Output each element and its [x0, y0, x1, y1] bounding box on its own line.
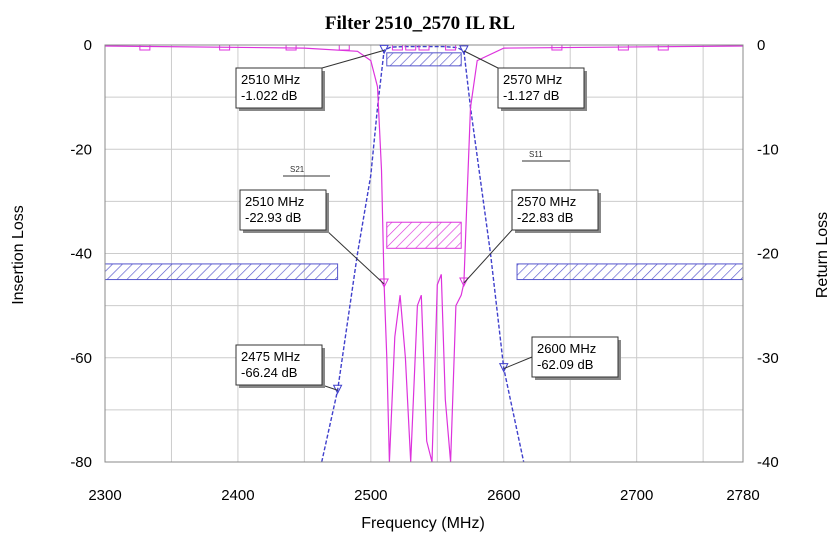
chart-title: Filter 2510_2570 IL RL — [325, 13, 515, 34]
callout-label: -1.022 dB — [241, 88, 297, 103]
x-tick-label: 2600 — [487, 487, 520, 504]
callout-leader — [325, 229, 385, 285]
callout-box — [235, 344, 323, 386]
y-right-tick-label: -30 — [757, 350, 779, 367]
x-axis-label: Frequency (MHz) — [361, 515, 485, 532]
marker-2570 — [459, 45, 469, 55]
y-right-tick-label: -10 — [757, 141, 779, 158]
plot-frame — [104, 44, 744, 463]
series-name-s11: S11 — [529, 150, 543, 159]
y-left-tick-label: 0 — [84, 37, 92, 54]
callout-box — [531, 336, 619, 378]
reference-tick — [405, 44, 417, 51]
x-tick-label: 2700 — [620, 487, 653, 504]
callout-label: -22.93 dB — [245, 210, 301, 225]
y-right-tick-label: 0 — [757, 37, 765, 54]
callout-label: -22.83 dB — [517, 210, 573, 225]
series-name-s21: S21 — [290, 165, 305, 174]
y-left-tick-label: -60 — [70, 350, 92, 367]
spec-mask-4 — [386, 221, 462, 249]
plot-border — [104, 44, 744, 463]
markers — [332, 44, 509, 395]
callout-label: 2570 MHz — [503, 72, 562, 87]
callout-leader — [463, 50, 499, 69]
spec-masks — [104, 52, 744, 281]
x-tick-label: 2400 — [221, 487, 254, 504]
reference-tick — [657, 44, 669, 51]
y-left-tick-label: -20 — [70, 141, 92, 158]
spec-mask-2 — [516, 263, 744, 281]
callout-box — [239, 189, 327, 231]
y-left-tick-label: -80 — [70, 454, 92, 471]
callout-box — [511, 189, 599, 231]
callout-label: -62.09 dB — [537, 357, 593, 372]
reference-tick — [139, 44, 151, 51]
callout-box — [235, 67, 323, 109]
spec-mask-1 — [104, 263, 339, 281]
callout-leader — [321, 49, 385, 69]
marker-2510 — [379, 44, 389, 55]
callout-label: 2510 MHz — [245, 194, 304, 209]
callout-label: 2475 MHz — [241, 349, 300, 364]
grid — [104, 44, 743, 463]
callout-leader — [463, 229, 513, 284]
reference-tick — [418, 44, 430, 51]
callout-box — [497, 67, 585, 109]
y-left-tick-label: -40 — [70, 246, 92, 263]
x-tick-label: 2780 — [726, 487, 759, 504]
callout-label: 2600 MHz — [537, 341, 596, 356]
series-lines: S21 S11 — [104, 44, 744, 463]
series-line-s21 — [321, 45, 525, 463]
callout-label: -1.127 dB — [503, 88, 559, 103]
y-axis-label-left: Insertion Loss — [10, 205, 27, 305]
marker-2570 — [459, 277, 469, 288]
callout-label: -66.24 dB — [241, 365, 297, 380]
callout-label: 2570 MHz — [517, 194, 576, 209]
x-tick-label: 2500 — [354, 487, 387, 504]
spec-mask-3 — [386, 52, 462, 67]
reference-tick — [338, 44, 350, 51]
marker-2510 — [379, 278, 389, 289]
callout-label: 2510 MHz — [241, 72, 300, 87]
y-right-tick-label: -40 — [757, 454, 779, 471]
y-right-tick-label: -20 — [757, 246, 779, 263]
x-tick-label: 2300 — [88, 487, 121, 504]
tick-labels: 2300 2400 2500 2600 2700 2780 0 -20 -40 -60 -80 0 -1… — [70, 37, 778, 504]
series-line-s11 — [104, 45, 744, 463]
y-axis-label-right: Return Loss — [814, 212, 831, 298]
callout-leader — [503, 356, 533, 370]
